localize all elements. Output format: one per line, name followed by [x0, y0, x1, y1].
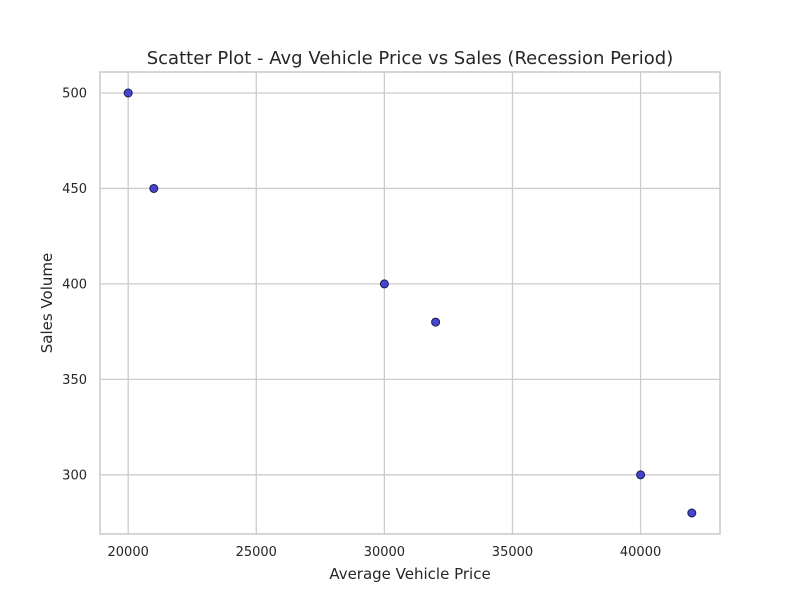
scatter-point — [636, 470, 646, 480]
grid-lines — [100, 72, 720, 534]
x-tick-label: 25000 — [236, 545, 277, 560]
data-points — [123, 88, 697, 518]
scatter-point — [149, 183, 159, 193]
y-tick-label: 400 — [62, 277, 87, 292]
x-tick-label: 20000 — [108, 545, 149, 560]
y-tick-label: 300 — [62, 468, 87, 483]
scatter-point — [123, 88, 133, 98]
plot-frame — [99, 71, 721, 535]
y-tick-label: 350 — [62, 373, 87, 388]
y-axis-ticks: 300 350 400 450 500 — [62, 87, 87, 484]
x-axis-ticks: 20000 25000 30000 35000 40000 — [108, 545, 662, 560]
y-axis-label: Sales Volume — [38, 253, 56, 353]
x-tick-label: 40000 — [620, 545, 661, 560]
y-tick-label: 450 — [62, 182, 87, 197]
scatter-point — [687, 508, 697, 518]
x-tick-label: 30000 — [364, 545, 405, 560]
scatter-point — [431, 317, 441, 327]
x-tick-label: 35000 — [492, 545, 533, 560]
y-tick-label: 500 — [62, 87, 87, 102]
scatter-point — [379, 279, 389, 289]
chart-title: Scatter Plot - Avg Vehicle Price vs Sale… — [147, 48, 674, 69]
x-axis-label: Average Vehicle Price — [329, 565, 490, 583]
